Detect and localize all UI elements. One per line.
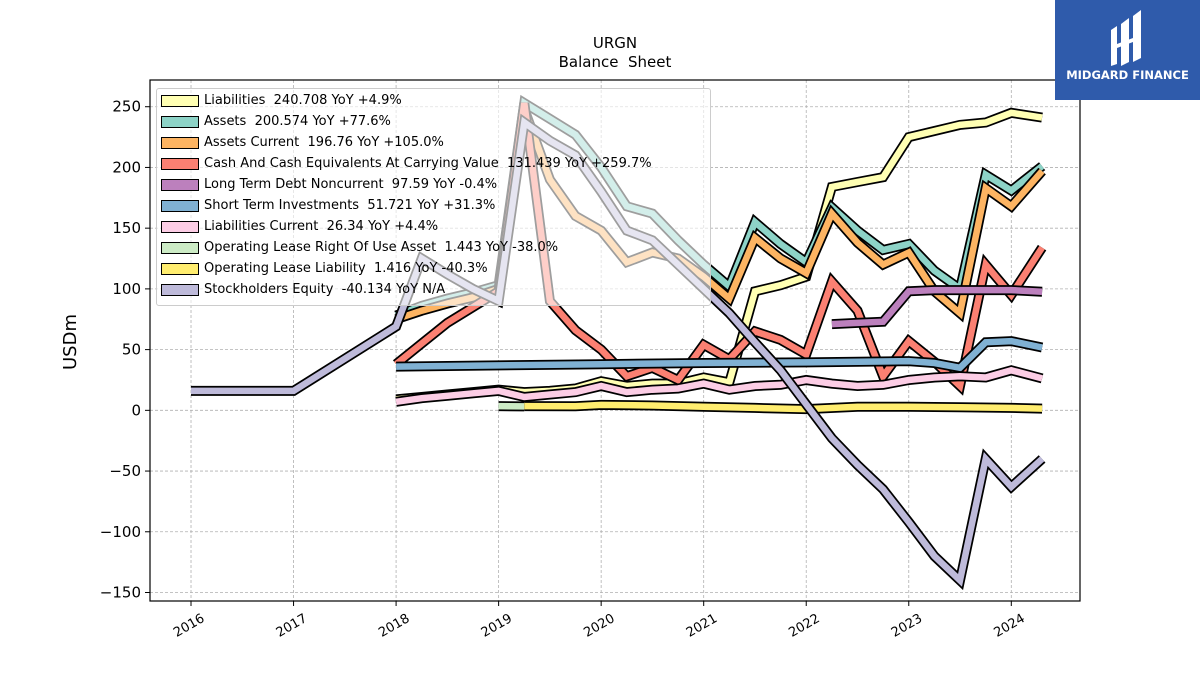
legend-label: Short Term Investments 51.721 YoY +31.3% (204, 198, 496, 213)
legend-swatch (161, 179, 199, 191)
y-tick-label: 50 (122, 341, 141, 359)
y-tick-label: −100 (100, 523, 141, 541)
legend-swatch (161, 242, 199, 254)
series-line-liabilities-current (395, 366, 1043, 406)
chart-legend: Liabilities 240.708 YoY +4.9% Assets 200.… (156, 88, 711, 306)
chart-title: URGN (593, 34, 637, 52)
logo-text: MIDGARD FINANCE (1066, 68, 1189, 82)
legend-swatch (161, 95, 199, 107)
legend-label: Cash And Cash Equivalents At Carrying Va… (204, 156, 652, 171)
y-tick-label: −150 (100, 583, 141, 601)
x-tick-label: 2023 (889, 611, 925, 641)
legend-label: Liabilities 240.708 YoY +4.9% (204, 93, 402, 108)
legend-label: Liabilities Current 26.34 YoY +4.4% (204, 219, 439, 234)
legend-label: Operating Lease Liability 1.416 YoY -40.… (204, 261, 488, 276)
x-tick-label: 2019 (479, 611, 515, 641)
series-line-short-term-investments (396, 337, 1043, 372)
x-tick-label: 2024 (991, 611, 1027, 641)
legend-swatch (161, 137, 199, 149)
y-axis: −150 −100 −50 0 50 100 150 200 250 (100, 98, 150, 601)
x-tick-label: 2022 (786, 611, 822, 641)
y-tick-label: 150 (112, 219, 141, 237)
x-axis: 2016 2017 2018 2019 2020 2021 2022 2023 2024 (171, 601, 1028, 641)
legend-swatch (161, 263, 199, 275)
legend-swatch (161, 116, 199, 128)
x-tick-label: 2018 (376, 611, 412, 641)
legend-swatch (161, 284, 199, 296)
y-tick-label: 250 (112, 98, 141, 116)
legend-label: Assets 200.574 YoY +77.6% (204, 114, 391, 129)
y-tick-label: −50 (109, 462, 141, 480)
legend-swatch (161, 158, 199, 170)
y-tick-label: 100 (112, 280, 141, 298)
legend-swatch (161, 200, 199, 212)
series-line-long-term-debt-noncurrent (831, 286, 1043, 328)
legend-label: Assets Current 196.76 YoY +105.0% (204, 135, 444, 150)
chart-subtitle: Balance Sheet (559, 53, 672, 71)
legend-label: Operating Lease Right Of Use Asset 1.443… (204, 240, 559, 255)
legend-swatch (161, 221, 199, 233)
x-tick-label: 2021 (684, 611, 720, 641)
x-tick-label: 2017 (274, 611, 310, 641)
x-tick-label: 2016 (171, 611, 207, 641)
x-tick-label: 2020 (581, 611, 617, 641)
y-tick-label: 200 (112, 158, 141, 176)
logo-mark-icon (1111, 10, 1141, 66)
y-tick-label: 0 (131, 401, 141, 419)
y-axis-label: USDm (60, 314, 81, 370)
series-line-operating-lease-liability (524, 401, 1043, 413)
brand-logo: MIDGARD FINANCE (1055, 0, 1200, 100)
legend-label: Long Term Debt Noncurrent 97.59 YoY -0.4… (204, 177, 498, 192)
legend-label: Stockholders Equity -40.134 YoY N/A (204, 282, 446, 297)
plot-frame (149, 79, 1081, 602)
